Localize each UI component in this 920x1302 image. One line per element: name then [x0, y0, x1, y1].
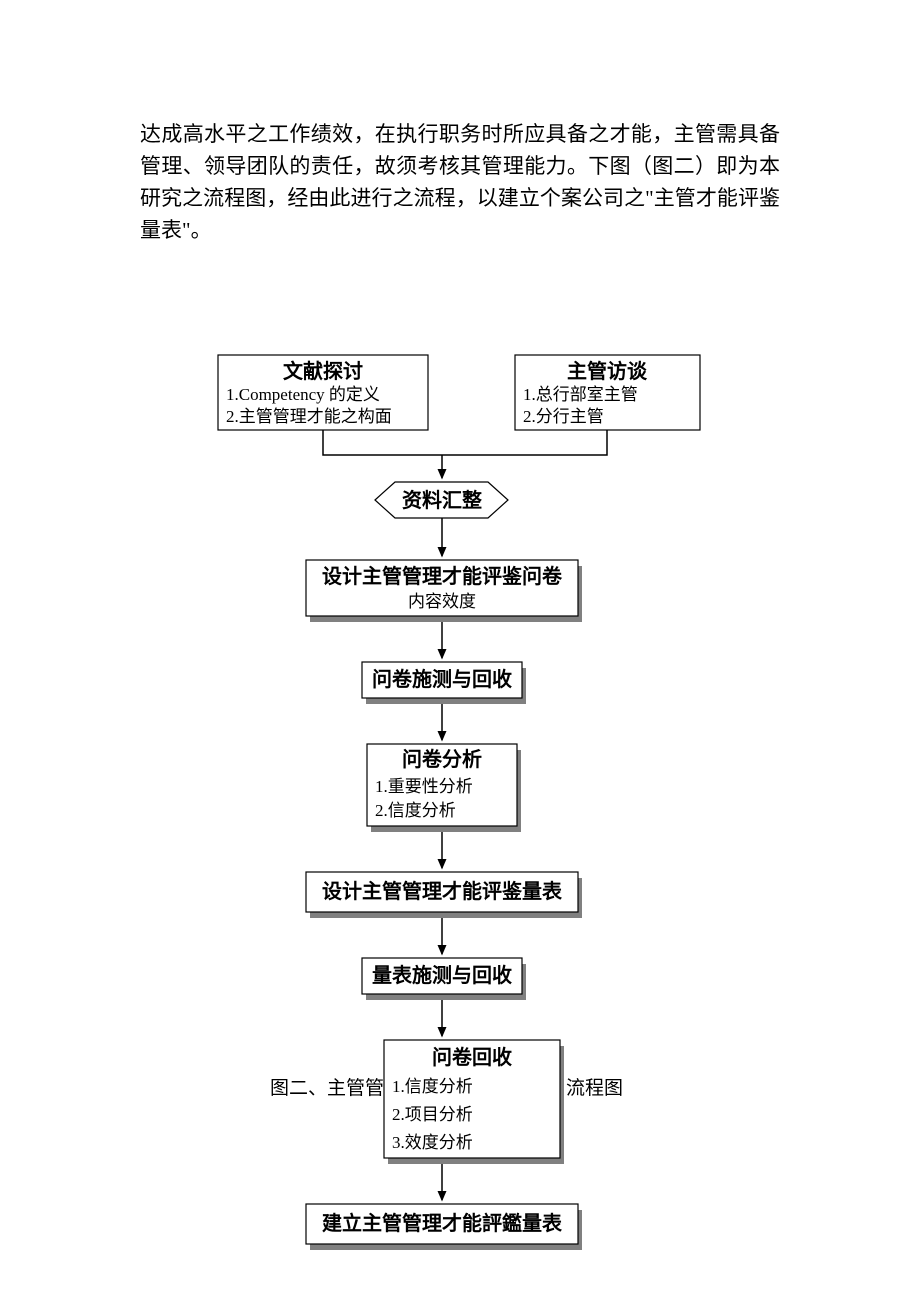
n1-line1: 2.主管管理才能之构面: [226, 407, 392, 426]
n7-title: 设计主管管理才能评鉴量表: [322, 879, 563, 903]
node-interview: 主管访谈 1.总行部室主管 2.分行主管: [515, 355, 700, 430]
node-survey-collect: 问卷施测与回收: [362, 662, 526, 704]
node-compile: 资料汇整: [375, 482, 508, 518]
n2-line1: 2.分行主管: [523, 407, 604, 426]
n6-line0: 1.重要性分析: [375, 777, 473, 796]
n2-line0: 1.总行部室主管: [523, 385, 638, 404]
n6-title: 问卷分析: [402, 747, 482, 771]
node-scale-collect: 量表施测与回收: [362, 958, 526, 1000]
n3-title: 资料汇整: [402, 488, 482, 512]
n1-title: 文献探讨: [283, 359, 363, 383]
n9-title: 问卷回收: [432, 1045, 512, 1069]
n10-title: 建立主管管理才能評鑑量表: [322, 1211, 563, 1235]
n8-title: 量表施测与回收: [372, 963, 512, 987]
node-design-scale: 设计主管管理才能评鉴量表: [306, 872, 582, 918]
node-analysis: 问卷分析 1.重要性分析 2.信度分析: [367, 744, 521, 832]
n4-sub: 内容效度: [408, 592, 476, 611]
caption-right: 流程图: [566, 1077, 623, 1099]
n5-title: 问卷施测与回收: [372, 667, 512, 691]
n2-title: 主管访谈: [567, 359, 648, 383]
n6-line1: 2.信度分析: [375, 801, 456, 820]
n1-line0: 1.Competency 的定义: [226, 385, 380, 404]
caption-left: 图二、主管管: [270, 1077, 384, 1099]
node-establish-scale: 建立主管管理才能評鑑量表: [306, 1204, 582, 1250]
page: 达成高水平之工作绩效，在执行职务时所应具备之才能，主管需具备管理、领导团队的责任…: [0, 0, 920, 1302]
n9-line0: 1.信度分析: [392, 1077, 473, 1096]
intro-paragraph: 达成高水平之工作绩效，在执行职务时所应具备之才能，主管需具备管理、领导团队的责任…: [140, 118, 780, 246]
n9-line2: 3.效度分析: [392, 1133, 473, 1152]
node-design-questionnaire: 设计主管管理才能评鉴问卷 内容效度: [306, 560, 582, 622]
n4-title: 设计主管管理才能评鉴问卷: [322, 564, 563, 588]
n9-line1: 2.项目分析: [392, 1105, 473, 1124]
node-collect-analysis: 问卷回收 1.信度分析 2.项目分析 3.效度分析: [384, 1040, 564, 1164]
node-literature: 文献探讨 1.Competency 的定义 2.主管管理才能之构面: [218, 355, 428, 430]
